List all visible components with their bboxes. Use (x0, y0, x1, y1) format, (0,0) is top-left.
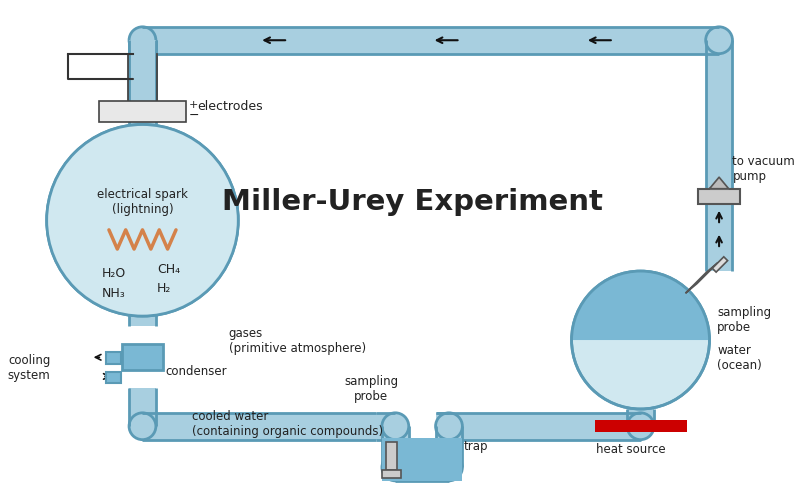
Polygon shape (710, 178, 729, 189)
Polygon shape (142, 413, 376, 440)
Circle shape (627, 413, 654, 440)
Polygon shape (706, 41, 733, 272)
Polygon shape (435, 426, 462, 467)
Circle shape (571, 272, 710, 409)
FancyBboxPatch shape (106, 353, 122, 364)
Polygon shape (129, 388, 156, 426)
Polygon shape (712, 258, 728, 273)
Polygon shape (129, 41, 156, 130)
Polygon shape (376, 413, 395, 440)
Circle shape (435, 454, 462, 481)
Polygon shape (395, 454, 449, 481)
Text: Miller-Urey Experiment: Miller-Urey Experiment (222, 188, 603, 216)
Text: CH₄: CH₄ (158, 262, 181, 275)
Text: electrical spark
(lightning): electrical spark (lightning) (97, 188, 188, 216)
Circle shape (382, 413, 409, 440)
Circle shape (435, 413, 462, 440)
Text: NH₃: NH₃ (102, 286, 126, 299)
Circle shape (46, 125, 238, 317)
Text: electrodes: electrodes (197, 100, 262, 113)
Polygon shape (129, 312, 156, 326)
Circle shape (706, 28, 733, 55)
Text: −: − (189, 108, 199, 121)
FancyBboxPatch shape (386, 442, 398, 470)
Polygon shape (435, 413, 641, 440)
Text: trap: trap (463, 439, 488, 452)
Circle shape (382, 454, 409, 481)
Text: heat source: heat source (596, 442, 666, 455)
Wedge shape (571, 272, 710, 340)
FancyBboxPatch shape (382, 470, 401, 478)
Text: condenser: condenser (166, 364, 227, 377)
Polygon shape (435, 413, 449, 440)
Polygon shape (142, 28, 719, 55)
FancyBboxPatch shape (122, 344, 162, 370)
Text: H₂: H₂ (156, 281, 170, 294)
Text: +: + (189, 100, 198, 110)
Text: sampling
probe: sampling probe (344, 374, 398, 402)
Text: sampling
probe: sampling probe (717, 306, 771, 334)
Polygon shape (627, 409, 654, 426)
Polygon shape (382, 426, 409, 467)
Polygon shape (382, 438, 462, 481)
Polygon shape (686, 263, 718, 294)
Text: water
(ocean): water (ocean) (717, 344, 762, 372)
Text: H₂O: H₂O (102, 267, 126, 280)
Polygon shape (627, 272, 654, 275)
Circle shape (129, 28, 156, 55)
FancyBboxPatch shape (99, 101, 186, 122)
Text: to vacuum
pump: to vacuum pump (733, 154, 795, 182)
Circle shape (129, 413, 156, 440)
Polygon shape (129, 41, 156, 101)
Text: gases
(primitive atmosphere): gases (primitive atmosphere) (229, 326, 366, 354)
FancyBboxPatch shape (698, 189, 740, 204)
Polygon shape (382, 454, 462, 481)
Text: cooling
system: cooling system (8, 354, 50, 382)
FancyBboxPatch shape (594, 421, 686, 432)
Circle shape (46, 125, 238, 317)
Text: cooled water
(containing organic compounds): cooled water (containing organic compoun… (192, 409, 383, 437)
FancyBboxPatch shape (106, 372, 122, 383)
